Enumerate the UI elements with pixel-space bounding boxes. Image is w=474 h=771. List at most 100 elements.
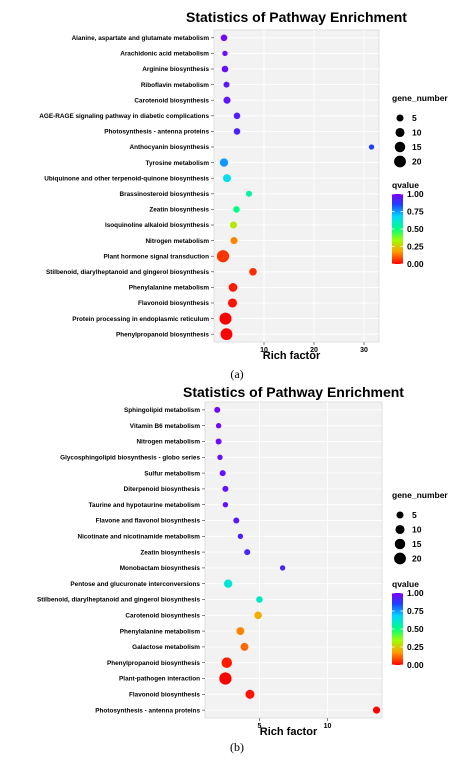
data-point [227, 298, 238, 308]
y-tick-label: Stilbenoid, diarylheptanoid and gingerol… [46, 269, 209, 276]
data-point [237, 533, 244, 539]
legend-size-label: 5 [412, 510, 417, 520]
data-point [219, 158, 229, 167]
data-point [233, 206, 240, 213]
legend-size-label: 20 [412, 554, 422, 564]
y-tick-label: Taurine and hypotaurine metabolism [89, 502, 201, 509]
data-point [279, 565, 286, 571]
y-tick-label: Plant-pathogen interaction [119, 676, 200, 683]
data-point [245, 190, 253, 197]
y-tick-label: Photosynthesis - antenna proteins [95, 707, 200, 714]
data-point [216, 250, 230, 263]
data-point [222, 50, 228, 57]
y-tick-label: Nitrogen metabolism [145, 238, 209, 245]
data-point [222, 485, 229, 492]
chart-title: Statistics of Pathway Enrichment [183, 384, 404, 400]
data-point [219, 672, 232, 685]
legend-colorbar-label: 1.00 [407, 189, 424, 199]
chart-title: Statistics of Pathway Enrichment [186, 9, 407, 25]
legend-size-dot [394, 141, 406, 153]
legend-size-dot [396, 114, 404, 122]
y-tick-label: Riboflavin metabolism [141, 82, 209, 89]
data-point [223, 96, 231, 104]
legend-colorbar-label: 1.00 [407, 588, 424, 598]
data-point [214, 406, 221, 413]
legend-size-dot [394, 155, 406, 168]
legend-size-dot [394, 538, 406, 550]
y-tick-label: Glycosphingolipid biosynthesis - globo s… [60, 455, 200, 462]
data-point [222, 502, 229, 508]
data-point [217, 454, 223, 460]
y-tick-label: Nicotinate and nicotinamide metabolism [77, 534, 200, 541]
x-axis-title: Rich factor [260, 726, 318, 738]
y-tick-label: Vitamin B6 metabolism [130, 423, 201, 430]
y-tick-label: Phenylalanine metabolism [129, 285, 210, 292]
data-point [236, 627, 245, 636]
data-point [256, 596, 263, 603]
data-point [240, 642, 249, 651]
y-tick-label: Zeatin biosynthesis [140, 549, 200, 556]
y-tick-label: Carotenoid biosynthesis [134, 97, 209, 104]
data-point [233, 517, 240, 524]
legend-size-dot [394, 552, 406, 565]
legend-color-title: qvalue [392, 579, 419, 589]
legend-color-title: qvalue [392, 180, 419, 190]
data-point [245, 689, 255, 699]
legend-size-title: gene_number [392, 490, 448, 500]
x-tick-label: 30 [360, 347, 368, 354]
legend-colorbar [392, 194, 403, 264]
y-tick-label: Flavone and flavonol biosynthesis [96, 518, 201, 525]
y-tick-label: Protein processing in endoplasmic reticu… [72, 316, 209, 323]
legend-colorbar-label: 0.75 [407, 606, 424, 616]
legend-size-label: 15 [412, 539, 422, 549]
data-point [223, 174, 231, 183]
x-tick-label: 20 [310, 347, 318, 354]
data-point [233, 128, 241, 135]
legend-size-dot [396, 511, 404, 519]
y-tick-label: Sphingolipid metabolism [124, 407, 200, 414]
data-point [254, 611, 262, 620]
legend-colorbar-label: 0.50 [407, 624, 424, 634]
y-tick-label: Nitrogen metabolism [136, 439, 200, 446]
data-point [228, 283, 238, 292]
legend-size-label: 10 [412, 128, 422, 138]
legend-size-title: gene_number [392, 93, 448, 103]
y-tick-label: Isoquinoline alkaloid biosynthesis [105, 222, 209, 229]
y-tick-label: Ubiquinone and other terpenoid-quinone b… [44, 175, 209, 182]
data-point [368, 144, 375, 150]
y-tick-label: Carotenoid biosynthesis [125, 613, 200, 620]
legend-colorbar-label: 0.25 [407, 242, 424, 252]
data-point [373, 706, 381, 714]
data-point [233, 112, 241, 120]
data-point [221, 657, 233, 668]
data-point [230, 237, 238, 245]
plot-panel [213, 29, 380, 343]
y-tick-label: Arachidonic acid metabolism [120, 51, 209, 58]
data-point [215, 438, 222, 445]
panel-label: (a) [230, 367, 243, 381]
y-tick-label: Phenylpropanoid biosynthesis [107, 660, 200, 667]
data-point [229, 221, 238, 229]
data-point [249, 268, 257, 276]
y-tick-label: Sulfur metabolism [144, 470, 200, 477]
legend-size-dot [395, 524, 405, 535]
y-tick-label: Flavonoid biosynthesis [129, 692, 200, 699]
y-tick-label: Monobactam biosynthesis [120, 565, 201, 572]
y-tick-label: Plant hormone signal transduction [104, 253, 210, 260]
x-axis-title: Rich factor [263, 350, 321, 362]
y-tick-label: Diterpenoid biosynthesis [124, 486, 201, 493]
y-tick-label: Arginine biosynthesis [142, 66, 209, 73]
legend-colorbar [392, 593, 403, 665]
y-tick-label: Stilbenoid, diarylheptanoid and gingerol… [37, 597, 200, 604]
legend-colorbar-label: 0.00 [407, 259, 424, 269]
data-point [223, 579, 233, 588]
panel-label: (b) [230, 740, 244, 754]
legend-colorbar-label: 0.25 [407, 642, 424, 652]
legend-size-label: 10 [412, 525, 422, 535]
data-point [215, 423, 222, 429]
data-point [219, 470, 226, 477]
y-tick-label: Anthocyanin biosynthesis [129, 144, 209, 151]
data-point [219, 312, 232, 325]
y-tick-label: Zeatin biosynthesis [149, 207, 209, 214]
